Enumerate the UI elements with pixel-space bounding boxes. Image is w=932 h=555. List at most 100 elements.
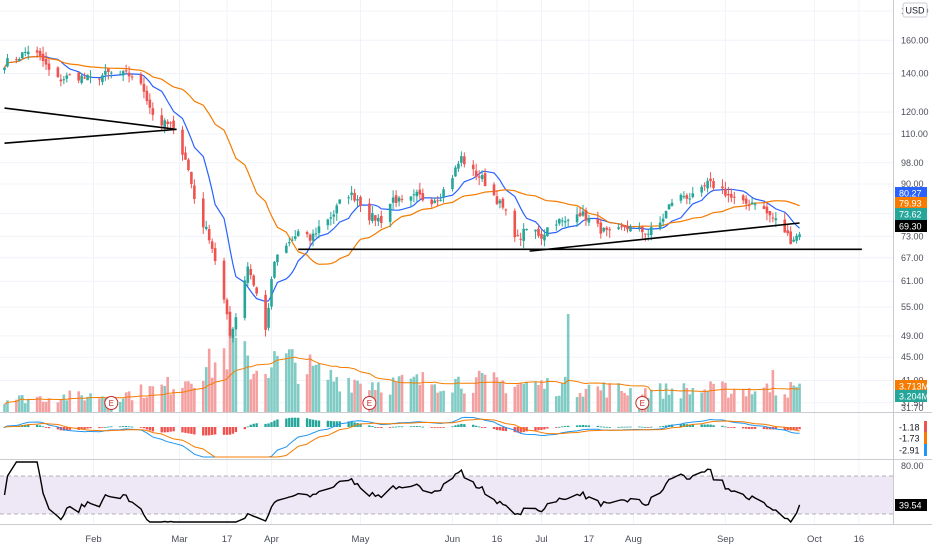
macd-histogram-bar: [409, 426, 413, 428]
time-axis-label: Sep: [717, 534, 734, 545]
candle-body: [463, 156, 466, 165]
candle-body: [296, 231, 300, 236]
time-axis-label: Mar: [171, 534, 187, 545]
price-axis-tick: 140.00: [901, 69, 929, 79]
candle-body: [308, 234, 312, 241]
candle-body: [566, 219, 570, 221]
candle-body: [483, 173, 487, 187]
macd-histogram-bar: [501, 427, 505, 431]
candle-body: [184, 152, 187, 160]
candle-body: [377, 217, 380, 222]
volume-bar: [581, 396, 585, 412]
candle-body: [492, 184, 496, 196]
candle-body: [400, 199, 404, 201]
volume-bar: [765, 383, 769, 412]
macd-histogram-bar: [561, 426, 564, 428]
volume-bar: [492, 372, 496, 412]
macd-histogram-bar: [596, 425, 600, 427]
volume-bar: [6, 400, 9, 412]
volume-bar: [329, 369, 333, 412]
candle-body: [792, 239, 795, 242]
candle-body: [786, 230, 790, 234]
candle-body: [682, 196, 686, 198]
time-axis-label: Feb: [85, 534, 101, 545]
macd-histogram-bar: [703, 424, 706, 427]
macd-histogram-bar: [460, 423, 463, 427]
price-badge: 79.93: [895, 197, 927, 209]
candle-body: [335, 205, 339, 214]
candle-body: [26, 51, 30, 55]
volume-bar: [347, 377, 350, 412]
volume-bar: [451, 392, 454, 412]
candle-body: [747, 205, 751, 207]
macd-histogram-bar: [311, 419, 315, 427]
candle-body: [83, 77, 86, 79]
currency-badge[interactable]: USD: [902, 2, 928, 18]
volume-bar: [768, 392, 772, 412]
macd-histogram-bar: [264, 423, 267, 427]
time-axis-label: 17: [584, 534, 595, 545]
candle-body: [688, 198, 692, 200]
candle-body: [243, 280, 247, 319]
volume-bar: [747, 388, 751, 412]
candle-body: [519, 238, 523, 240]
candle-body: [329, 217, 333, 219]
candle-body: [442, 189, 445, 198]
macd-histogram-bar: [706, 424, 709, 427]
candlesticks: [3, 45, 801, 343]
macd-histogram-bar: [682, 423, 686, 427]
macd-histogram-bar: [326, 420, 330, 427]
candle-body: [139, 74, 143, 84]
macd-histogram-bar: [160, 427, 163, 433]
price-badge-bg: [895, 220, 927, 232]
earnings-marker-icon: [104, 396, 119, 410]
price-axis-tick: 55.00: [901, 302, 924, 312]
candle-body: [267, 307, 270, 328]
candle-body: [201, 198, 205, 228]
candle-body: [581, 211, 585, 216]
time-axis[interactable]: Feb Mar 17 Apr May Jun 16 Jul 17 Aug Sep Oct 16: [85, 534, 864, 545]
currency-label[interactable]: USD: [905, 6, 925, 16]
volume-bar: [534, 381, 537, 412]
volume-bar: [685, 387, 689, 412]
volume-badge: 3.713M: [895, 380, 929, 392]
macd-histogram-bar: [246, 426, 249, 428]
volume-bar: [667, 394, 671, 412]
macd-histogram-bar: [329, 420, 333, 427]
macd-histogram-bar: [679, 424, 683, 427]
macd-histogram-bar: [575, 425, 579, 427]
candle-body: [534, 229, 537, 232]
macd-histogram-bar: [394, 426, 398, 428]
volume-bar: [3, 404, 6, 412]
candle-body: [204, 226, 208, 229]
volume-bar: [664, 383, 668, 412]
candle-body: [21, 52, 24, 59]
candle-body: [623, 225, 626, 227]
macd-histogram-bar: [762, 427, 766, 430]
price-badge-text: 69.30: [899, 222, 922, 232]
macd-histogram-bar: [107, 426, 110, 428]
volume-bar: [377, 382, 380, 412]
candle-body: [498, 200, 502, 204]
volume-bar: [151, 386, 155, 412]
macd-histogram-bar: [442, 427, 445, 428]
rsi-badge: 39.54: [895, 499, 927, 511]
macd-histogram-bar: [599, 426, 603, 428]
time-axis-label: 16: [854, 534, 865, 545]
macd-badge-swatch: [924, 421, 927, 433]
volume-bar: [543, 388, 546, 412]
candle-body: [231, 328, 235, 338]
candle-body: [421, 193, 425, 201]
volume-bar: [463, 393, 466, 412]
candle-body: [762, 206, 766, 209]
candle-body: [394, 195, 398, 203]
macd-histogram-bar: [110, 426, 113, 428]
macd-histogram-bar: [753, 427, 757, 429]
candle-body: [480, 175, 484, 179]
volume-bar: [498, 381, 502, 412]
macd-histogram-bar: [658, 426, 662, 428]
candle-body: [121, 71, 125, 76]
price-axis-tick: 49.00: [901, 331, 924, 341]
